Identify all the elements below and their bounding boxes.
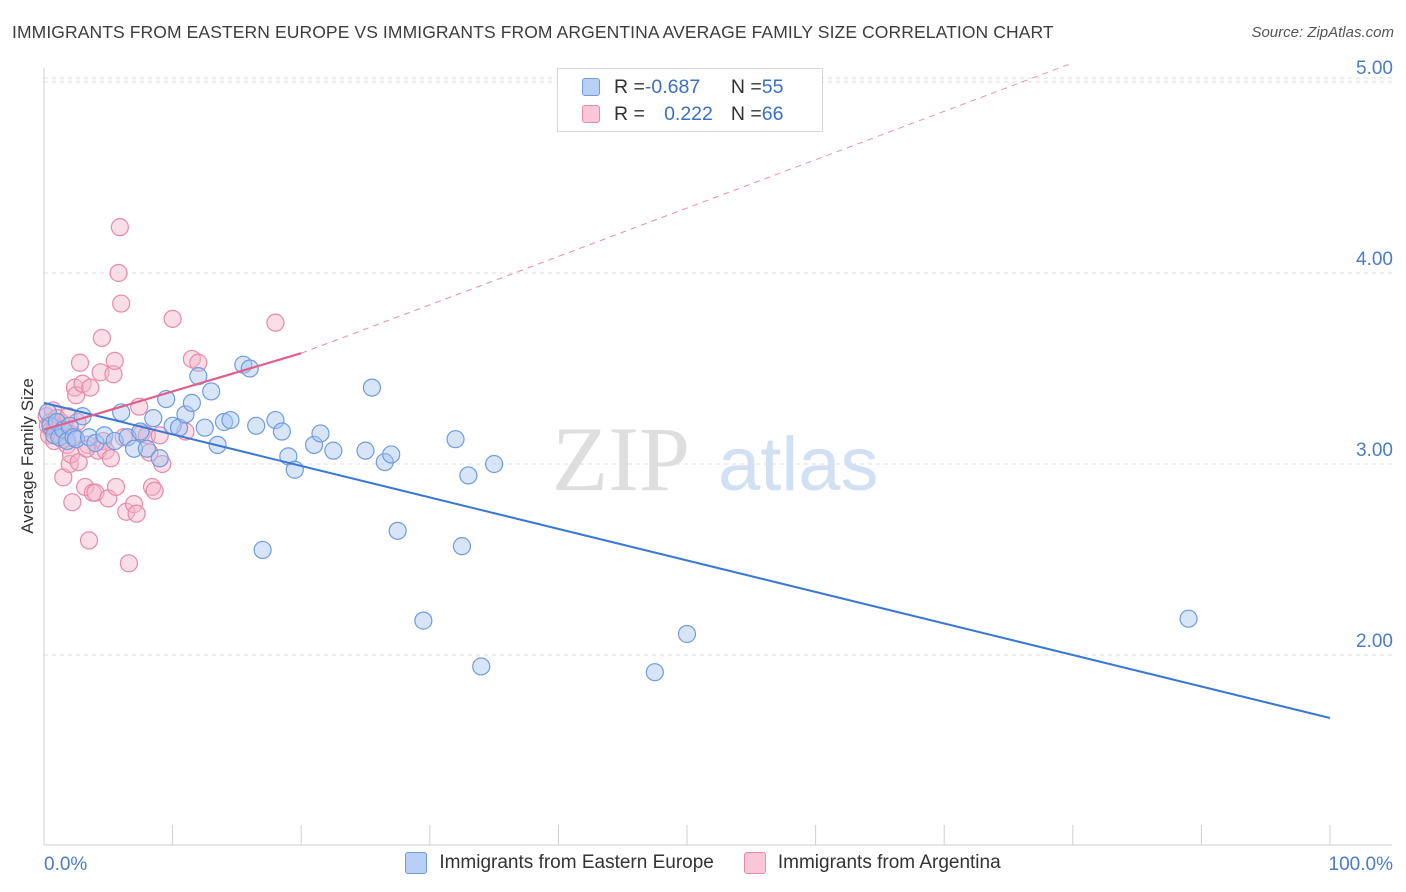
data-point-eastern-europe xyxy=(253,540,272,560)
data-point-eastern-europe xyxy=(272,422,292,441)
data-point-eastern-europe xyxy=(214,412,234,432)
series-eastern-europe-points xyxy=(38,355,1198,682)
series-legend-argentina: Immigrants from Argentina xyxy=(743,852,1001,874)
data-point-eastern-europe xyxy=(414,611,433,630)
data-point-eastern-europe xyxy=(375,452,394,472)
data-point-eastern-europe xyxy=(95,426,114,445)
data-point-eastern-europe xyxy=(182,393,201,412)
data-point-eastern-europe xyxy=(176,405,195,424)
legend-n-label: N = xyxy=(730,102,762,125)
data-point-eastern-europe xyxy=(324,441,343,460)
data-point-argentina xyxy=(112,294,131,313)
data-point-argentina xyxy=(114,428,133,447)
data-point-eastern-europe xyxy=(452,537,472,556)
data-point-eastern-europe xyxy=(446,430,465,449)
legend-n-value: 66 xyxy=(761,102,784,125)
series-legend-label: Immigrants from Argentina xyxy=(777,852,1001,873)
trend-line-argentina-extension xyxy=(301,62,1073,354)
x-tick-label: 0.0% xyxy=(44,854,87,875)
data-point-argentina xyxy=(60,454,79,474)
data-point-eastern-europe xyxy=(144,409,163,428)
y-tick-label: 2.00 xyxy=(1356,631,1393,652)
data-point-eastern-europe xyxy=(304,435,324,454)
data-point-eastern-europe xyxy=(64,428,83,447)
data-point-eastern-europe xyxy=(362,378,382,397)
legend-row-eastern-europe: R = -0.687 N = 55 xyxy=(582,74,783,100)
correlation-legend: R = -0.687 N = 55 R = 0.222 N = 66 xyxy=(557,68,823,132)
data-point-eastern-europe xyxy=(382,445,401,464)
data-point-argentina xyxy=(106,477,126,497)
data-point-eastern-europe xyxy=(645,663,664,682)
legend-r-label: R = xyxy=(614,102,645,125)
watermark: ZIP atlas xyxy=(552,408,879,510)
trend-lines xyxy=(43,62,1331,720)
series-swatch-blue xyxy=(405,852,428,874)
data-point-argentina xyxy=(81,378,100,397)
data-point-eastern-europe xyxy=(356,441,375,460)
legend-swatch-blue xyxy=(582,78,600,96)
data-point-eastern-europe xyxy=(124,439,144,458)
data-point-argentina xyxy=(266,313,285,332)
data-point-argentina xyxy=(163,309,182,328)
data-point-argentina xyxy=(69,452,88,472)
y-tick-label: 3.00 xyxy=(1356,440,1393,461)
y-tick-label: 4.00 xyxy=(1356,249,1393,270)
data-point-argentina xyxy=(92,328,111,348)
data-point-argentina xyxy=(105,351,124,370)
series-legend-eastern-europe: Immigrants from Eastern Europe xyxy=(405,852,714,874)
data-point-argentina xyxy=(63,493,82,512)
data-point-argentina xyxy=(127,504,146,523)
data-point-eastern-europe xyxy=(150,449,169,468)
data-point-argentina xyxy=(67,386,86,405)
data-point-eastern-europe xyxy=(266,410,285,430)
source-label: Source: ZipAtlas.com xyxy=(1251,24,1394,41)
y-tick-label: 5.00 xyxy=(1356,58,1393,79)
legend-r-label: R = xyxy=(614,75,645,98)
series-legend: Immigrants from Eastern Europe Immigrant… xyxy=(0,852,1406,874)
data-point-eastern-europe xyxy=(311,424,330,443)
watermark-zip: ZIP xyxy=(552,408,690,510)
legend-swatch-pink xyxy=(582,105,600,123)
tick-labels: 2.00 3.00 4.00 5.00 0.0% 100.0% xyxy=(44,58,1393,875)
legend-n-value: 55 xyxy=(761,75,784,98)
data-point-argentina xyxy=(101,449,120,468)
data-point-eastern-europe xyxy=(202,382,221,401)
data-point-eastern-europe xyxy=(459,466,478,485)
data-point-eastern-europe xyxy=(388,521,407,540)
data-point-eastern-europe xyxy=(195,418,214,437)
data-point-argentina xyxy=(70,353,90,372)
trend-line-argentina xyxy=(43,352,302,431)
trend-line-eastern-europe xyxy=(43,401,1331,720)
legend-r-value: -0.687 xyxy=(644,75,701,98)
data-point-argentina xyxy=(109,263,128,283)
data-point-argentina xyxy=(189,353,208,372)
data-point-argentina xyxy=(58,435,77,454)
data-point-argentina xyxy=(119,554,138,573)
watermark-atlas: atlas xyxy=(718,422,879,507)
data-point-argentina xyxy=(145,481,164,500)
legend-row-argentina: R = 0.222 N = 66 xyxy=(582,101,783,127)
x-tick-label: 100.0% xyxy=(1329,854,1394,875)
data-point-eastern-europe xyxy=(472,657,491,676)
chart-title: IMMIGRANTS FROM EASTERN EUROPE VS IMMIGR… xyxy=(12,22,1054,42)
data-point-argentina xyxy=(110,218,129,237)
legend-r-value: 0.222 xyxy=(664,102,713,125)
axes xyxy=(43,68,1392,846)
data-point-eastern-europe xyxy=(247,416,266,435)
data-point-argentina xyxy=(104,365,123,384)
data-point-eastern-europe xyxy=(221,410,240,430)
series-legend-label: Immigrants from Eastern Europe xyxy=(439,852,714,873)
legend-n-label: N = xyxy=(730,75,762,98)
data-point-argentina xyxy=(79,531,99,550)
data-point-eastern-europe xyxy=(485,454,504,474)
series-swatch-pink xyxy=(743,852,766,874)
data-point-eastern-europe xyxy=(1179,609,1198,628)
data-point-eastern-europe xyxy=(137,439,156,458)
data-point-eastern-europe xyxy=(677,624,697,644)
